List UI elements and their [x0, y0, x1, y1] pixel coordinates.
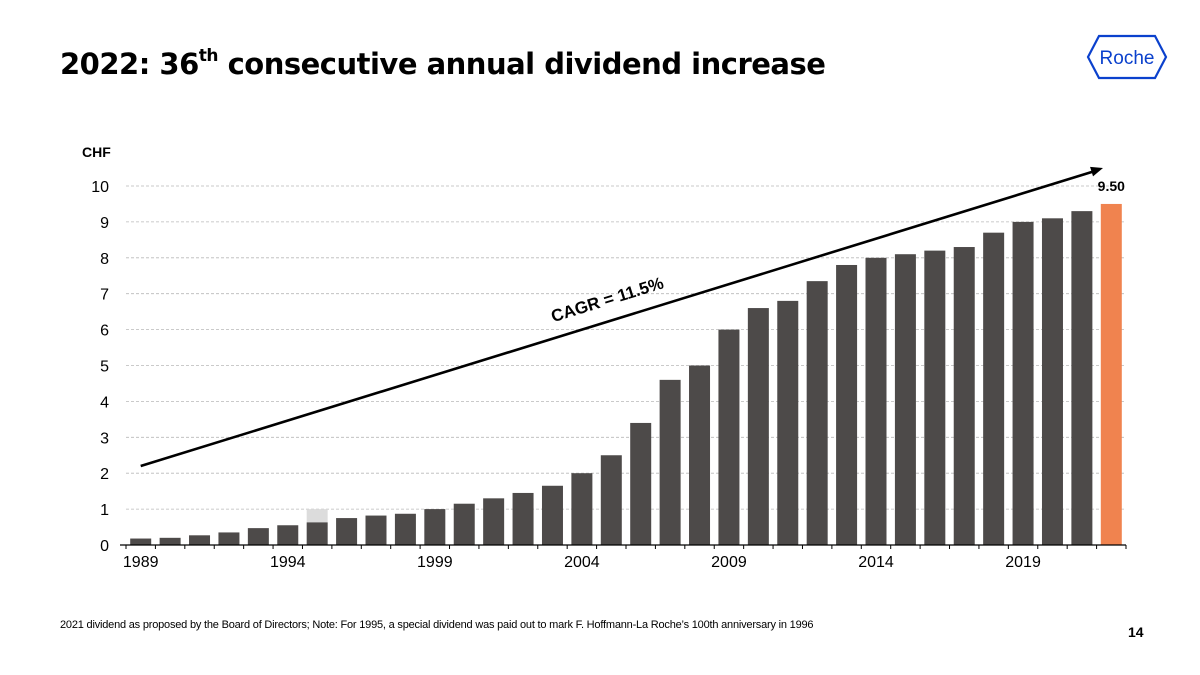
bar [630, 422, 652, 545]
x-tick-label: 2004 [564, 554, 600, 571]
bar [541, 485, 563, 545]
bar [365, 515, 387, 545]
x-tick-label: 2014 [858, 554, 894, 571]
y-axis-ticks: 0 1 2 3 4 5 6 7 8 9 10 [91, 179, 109, 555]
y-tick-label: 10 [91, 179, 109, 196]
bar [394, 513, 416, 545]
special-dividend-bar [306, 509, 328, 523]
title-rest: consecutive annual dividend increase [218, 47, 826, 81]
y-tick-label: 4 [100, 394, 109, 411]
x-tick-label: 2019 [1005, 554, 1041, 571]
y-tick-label: 3 [100, 430, 109, 447]
roche-logo-hexagon [1086, 34, 1168, 80]
title-superscript: th [198, 46, 219, 66]
cagr-trend-line [140, 169, 1098, 468]
y-tick-label: 2 [100, 466, 109, 483]
bar [130, 538, 152, 545]
bar [483, 498, 505, 545]
y-tick-label: 6 [100, 323, 109, 340]
bar [1041, 218, 1063, 545]
bar [1071, 211, 1093, 545]
bar [571, 473, 593, 545]
bar [218, 532, 240, 545]
grid-lines [126, 185, 1126, 510]
bar [159, 537, 181, 545]
y-tick-label: 5 [100, 359, 109, 376]
bar [777, 300, 799, 545]
bar [336, 518, 358, 545]
x-tick-label: 1999 [417, 554, 453, 571]
page-number: 14 [1128, 624, 1144, 640]
bar-value-label: 9.50 [1098, 178, 1125, 194]
bar [953, 247, 975, 545]
y-tick-label: 1 [100, 502, 109, 519]
title-main: 2022: 36 [60, 47, 199, 81]
roche-logo-text: Roche [1100, 48, 1155, 69]
bar [189, 535, 211, 545]
bar [600, 455, 622, 545]
x-tick-label: 1989 [123, 554, 159, 571]
page-title: 2022: 36th consecutive annual dividend i… [60, 47, 826, 81]
bar-highlight [1100, 203, 1122, 545]
bar [512, 492, 534, 545]
y-tick-label: 8 [100, 251, 109, 268]
x-axis: 1989 1994 1999 2004 2009 2014 2019 [120, 544, 1127, 571]
bar [306, 522, 328, 545]
y-tick-label: 0 [100, 538, 109, 555]
bar [659, 379, 681, 545]
bar [836, 264, 858, 545]
bar [1012, 221, 1034, 545]
x-tick-label: 1994 [270, 554, 306, 571]
bar [983, 232, 1005, 546]
y-tick-label: 7 [100, 287, 109, 304]
bar [747, 308, 769, 545]
cagr-annotation: CAGR = 11.5% [549, 273, 666, 326]
bar [865, 257, 887, 545]
bar [453, 503, 475, 545]
y-tick-label: 9 [100, 215, 109, 232]
bar [247, 528, 269, 545]
bars: 9.50 [130, 178, 1125, 546]
cagr-arrowhead [1090, 166, 1103, 177]
bar [718, 329, 740, 545]
footnote: 2021 dividend as proposed by the Board o… [60, 619, 814, 631]
roche-logo: Roche [1086, 34, 1168, 80]
bar [806, 281, 828, 545]
bar [924, 250, 946, 545]
bar [689, 365, 711, 545]
x-tick-label: 2009 [711, 554, 747, 571]
bar [894, 254, 916, 545]
bar [277, 525, 299, 545]
y-axis-unit-label: CHF [82, 144, 111, 160]
bar [424, 509, 446, 545]
